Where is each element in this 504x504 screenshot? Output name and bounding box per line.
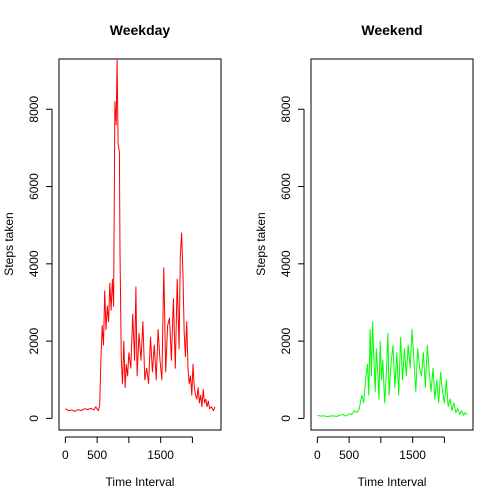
x-tick-label: 1500	[399, 448, 426, 462]
plot-frame	[58, 58, 222, 431]
y-tick-label: 2000	[279, 327, 293, 354]
x-axis-label: Time Interval	[358, 475, 427, 489]
y-tick-label: 6000	[279, 173, 293, 200]
y-tick-label: 2000	[27, 327, 41, 354]
series-line	[65, 58, 216, 412]
plot-frame	[310, 58, 474, 431]
y-tick-label: 8000	[279, 96, 293, 123]
x-tick-label: 500	[339, 448, 359, 462]
x-tick-label: 500	[87, 448, 107, 462]
chart-title: Weekend	[361, 22, 422, 38]
y-tick-label: 0	[279, 415, 293, 422]
x-tick-label: 0	[314, 448, 321, 462]
y-axis: 0 2000 4000 6000 8000	[279, 96, 305, 422]
series-group	[65, 58, 216, 412]
y-axis: 0 2000 4000 6000 8000	[27, 96, 53, 422]
series-group	[317, 321, 468, 417]
x-axis-label: Time Interval	[106, 475, 175, 489]
y-axis-label: Steps taken	[254, 212, 268, 275]
y-tick-label: 8000	[27, 96, 41, 123]
y-tick-label: 0	[27, 415, 41, 422]
chart-title: Weekday	[110, 22, 171, 38]
x-tick-label: 0	[62, 448, 69, 462]
weekday-panel: Weekday 0 500 1500 0 2000 4000 6000 8000 Time …	[2, 22, 222, 489]
x-axis: 0 500 1500	[314, 436, 445, 462]
y-tick-label: 4000	[27, 250, 41, 277]
y-tick-label: 6000	[27, 173, 41, 200]
x-tick-label: 1500	[147, 448, 174, 462]
weekend-panel: Weekend 0 500 1500 0 2000 4000 6000 8000 Time …	[254, 22, 474, 489]
y-tick-label: 4000	[279, 250, 293, 277]
y-axis-label: Steps taken	[2, 212, 16, 275]
x-axis: 0 500 1500	[62, 436, 193, 462]
series-line	[317, 321, 468, 417]
